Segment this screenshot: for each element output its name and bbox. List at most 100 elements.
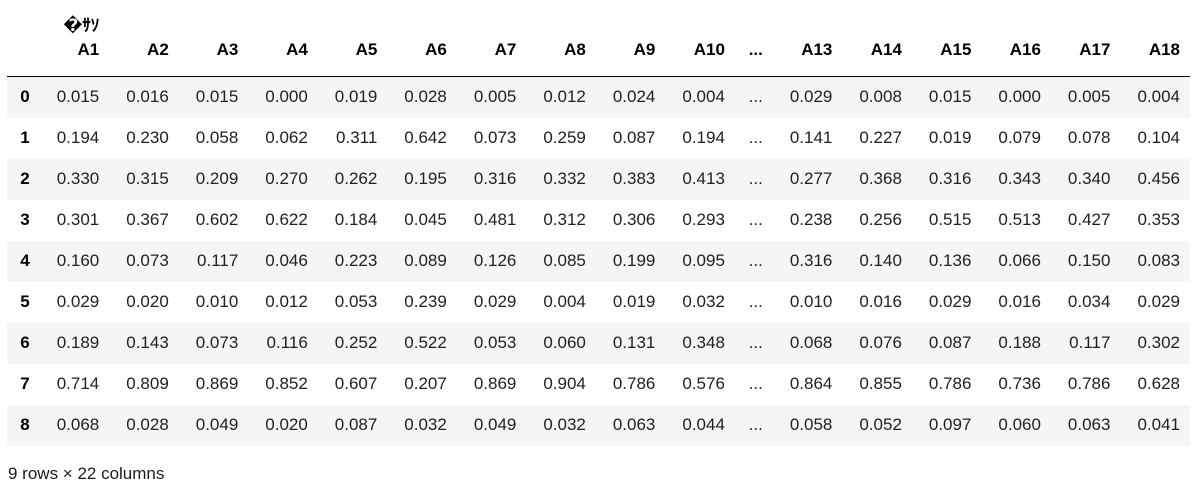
column-header: A4 bbox=[286, 40, 308, 59]
cell: 0.073 bbox=[126, 251, 169, 270]
cell: 0.238 bbox=[789, 210, 833, 229]
dataframe-header: �ｻｿ A1 A2 A3 A4 A5 A6 A7 A8 A9 A10... A13 A14 A15 A16… bbox=[7, 8, 1190, 77]
cell: 0.852 bbox=[265, 374, 308, 393]
cell: 0.052 bbox=[859, 415, 902, 434]
cell: 0.073 bbox=[195, 333, 239, 352]
cell: 0.343 bbox=[998, 169, 1041, 188]
cell: 0.058 bbox=[789, 415, 833, 434]
cell: 0.029 bbox=[473, 292, 517, 311]
cell: 0.117 bbox=[1069, 333, 1111, 352]
table-row: 5 0.029 0.020 0.010 0.012 0.053 0.239 0.029 0.00… bbox=[7, 282, 1190, 323]
cell: 0.904 bbox=[543, 374, 586, 393]
cell: 0.045 bbox=[404, 210, 447, 229]
cell: 0.049 bbox=[195, 415, 239, 434]
row-index: 3 bbox=[20, 210, 30, 229]
cell: 0.015 bbox=[928, 87, 972, 106]
cell: 0.143 bbox=[126, 333, 169, 352]
table-row: 3 0.301 0.367 0.602 0.622 0.184 0.045 0.481 0.31… bbox=[7, 200, 1190, 241]
truncation-cell: ... bbox=[748, 333, 763, 352]
column-header: A9 bbox=[633, 40, 656, 59]
cell: 0.085 bbox=[543, 251, 586, 270]
cell: 0.060 bbox=[543, 333, 586, 352]
cell: 0.029 bbox=[1137, 292, 1180, 311]
cell: 0.019 bbox=[334, 87, 378, 106]
cell: 0.413 bbox=[682, 169, 725, 188]
cell: 0.427 bbox=[1067, 210, 1111, 229]
cell: 0.368 bbox=[859, 169, 902, 188]
cell: 0.855 bbox=[859, 374, 902, 393]
cell: 0.010 bbox=[195, 292, 239, 311]
cell: 0.252 bbox=[334, 333, 378, 352]
cell: 0.012 bbox=[543, 87, 586, 106]
cell: 0.513 bbox=[998, 210, 1041, 229]
cell: 0.032 bbox=[543, 415, 586, 434]
cell: 0.004 bbox=[682, 87, 725, 106]
cell: 0.000 bbox=[998, 87, 1041, 106]
column-header: A7 bbox=[494, 40, 517, 59]
cell: 0.230 bbox=[126, 128, 169, 147]
cell: 0.786 bbox=[1067, 374, 1111, 393]
table-row: 4 0.160 0.073 0.117 0.046 0.223 0.089 0.126 0.08… bbox=[7, 241, 1190, 282]
cell: 0.383 bbox=[612, 169, 656, 188]
cell: 0.316 bbox=[473, 169, 517, 188]
column-header: A5 bbox=[355, 40, 378, 59]
row-index: 7 bbox=[20, 374, 30, 393]
cell: 0.256 bbox=[859, 210, 902, 229]
column-header: A17 bbox=[1079, 40, 1111, 59]
cell: 0.188 bbox=[998, 333, 1041, 352]
cell: 0.150 bbox=[1067, 251, 1111, 270]
table-row: 0 0.015 0.016 0.015 0.000 0.019 0.028 0.005 0.01… bbox=[7, 76, 1190, 118]
cell: 0.016 bbox=[998, 292, 1041, 311]
cell: 0.087 bbox=[334, 415, 378, 434]
cell: 0.330 bbox=[56, 169, 100, 188]
cell: 0.053 bbox=[473, 333, 517, 352]
cell: 0.126 bbox=[473, 251, 517, 270]
cell: 0.012 bbox=[265, 292, 308, 311]
cell: 0.864 bbox=[789, 374, 833, 393]
cell: 0.032 bbox=[404, 415, 447, 434]
cell: 0.311 bbox=[336, 128, 378, 147]
dataframe-shape-footer: 9 rows × 22 columns bbox=[8, 464, 165, 483]
truncation-cell: ... bbox=[748, 87, 763, 106]
truncation-column-header: ... bbox=[748, 40, 763, 59]
cell: 0.015 bbox=[195, 87, 239, 106]
cell: 0.367 bbox=[126, 210, 169, 229]
column-header: A2 bbox=[147, 40, 169, 59]
cell: 0.809 bbox=[126, 374, 169, 393]
cell: 0.869 bbox=[473, 374, 517, 393]
cell: 0.786 bbox=[612, 374, 656, 393]
cell: 0.116 bbox=[266, 333, 308, 352]
cell: 0.160 bbox=[56, 251, 100, 270]
cell: 0.481 bbox=[473, 210, 517, 229]
cell: 0.053 bbox=[334, 292, 378, 311]
cell: 0.089 bbox=[404, 251, 447, 270]
cell: 0.293 bbox=[682, 210, 725, 229]
cell: 0.029 bbox=[928, 292, 972, 311]
cell: 0.019 bbox=[612, 292, 656, 311]
cell: 0.029 bbox=[56, 292, 100, 311]
cell: 0.140 bbox=[859, 251, 902, 270]
table-row: 8 0.068 0.028 0.049 0.020 0.087 0.032 0.049 0.03… bbox=[7, 405, 1190, 446]
row-index: 1 bbox=[20, 128, 30, 147]
cell: 0.068 bbox=[56, 415, 100, 434]
cell: 0.020 bbox=[126, 292, 169, 311]
cell: 0.576 bbox=[682, 374, 725, 393]
cell: 0.194 bbox=[682, 128, 725, 147]
cell: 0.786 bbox=[928, 374, 972, 393]
cell: 0.104 bbox=[1137, 128, 1180, 147]
cell: 0.209 bbox=[195, 169, 239, 188]
table-row: 2 0.330 0.315 0.209 0.270 0.262 0.195 0.316 0.33… bbox=[7, 159, 1190, 200]
table-row: 1 0.194 0.230 0.058 0.062 0.311 0.642 0.073 0.25… bbox=[7, 118, 1190, 159]
cell: 0.005 bbox=[1067, 87, 1111, 106]
cell: 0.078 bbox=[1067, 128, 1111, 147]
column-header: A14 bbox=[870, 40, 902, 59]
column-header: A18 bbox=[1148, 40, 1180, 59]
cell: 0.034 bbox=[1067, 292, 1111, 311]
row-index: 6 bbox=[20, 333, 30, 352]
cell: 0.607 bbox=[334, 374, 378, 393]
row-index: 8 bbox=[20, 415, 30, 434]
column-header: A8 bbox=[564, 40, 586, 59]
truncation-cell: ... bbox=[748, 210, 763, 229]
truncation-cell: ... bbox=[748, 251, 763, 270]
cell: 0.184 bbox=[334, 210, 378, 229]
